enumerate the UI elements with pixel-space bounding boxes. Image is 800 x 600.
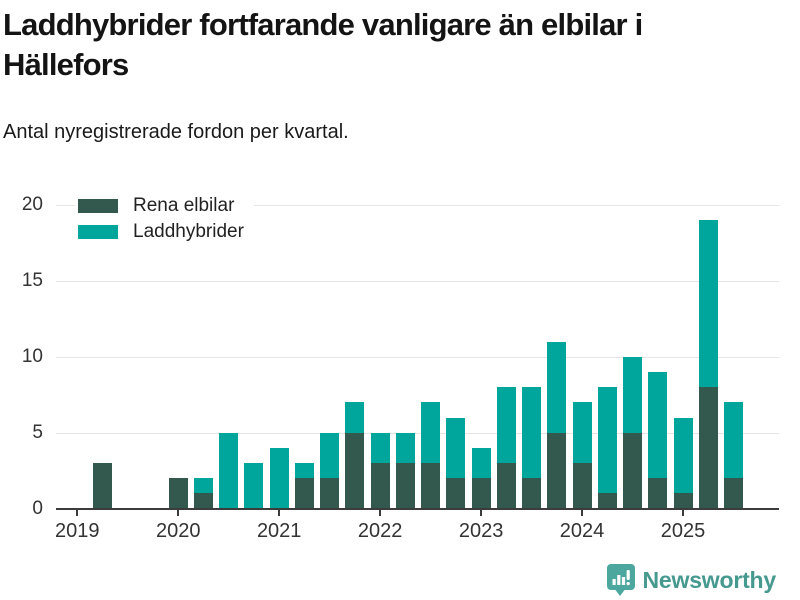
bar-2019-Q2-rena-elbilar xyxy=(93,463,113,509)
bar-2022-Q3-laddhybrider xyxy=(421,402,441,463)
bar-2022-Q1-laddhybrider xyxy=(370,432,390,463)
legend-label: Laddhybrider xyxy=(133,221,244,242)
x-axis-tick-2022 xyxy=(379,509,382,516)
x-axis-label-2025: 2025 xyxy=(660,519,706,542)
x-axis-tick-2025 xyxy=(682,509,684,516)
bar-2025-Q1-laddhybrider xyxy=(673,417,693,494)
bar-2020-Q1-rena-elbilar xyxy=(168,478,188,509)
bar-2022-Q3-rena-elbilar xyxy=(421,463,441,509)
bar-2024-Q2-rena-elbilar xyxy=(597,493,617,509)
bar-2023-Q4-rena-elbilar xyxy=(547,432,567,509)
gridline-y5 xyxy=(56,432,779,434)
bar-2023-Q2-rena-elbilar xyxy=(496,463,516,509)
bar-2021-Q4-laddhybrider xyxy=(345,402,365,433)
legend: Rena elbilar Laddhybrider xyxy=(75,190,254,248)
bar-2025-Q2-laddhybrider xyxy=(698,220,718,388)
x-axis-label-2021: 2021 xyxy=(256,519,302,542)
x-axis-label-2020: 2020 xyxy=(156,519,201,542)
bar-2024-Q3-rena-elbilar xyxy=(623,432,643,509)
bar-2024-Q1-rena-elbilar xyxy=(572,463,592,509)
bar-2024-Q4-laddhybrider xyxy=(648,372,668,479)
gridline-y15 xyxy=(56,281,779,283)
chart-subtitle: Antal nyregistrerade fordon per kvartal. xyxy=(3,121,349,143)
bar-2023-Q1-laddhybrider xyxy=(471,447,491,479)
y-axis-label: 15 xyxy=(21,270,43,292)
x-axis-tick-2021 xyxy=(278,509,281,516)
y-axis-label: 10 xyxy=(21,345,43,367)
bar-2022-Q2-laddhybrider xyxy=(395,432,415,463)
newsworthy-logo[interactable]: Newsworthy xyxy=(606,563,776,597)
bar-2022-Q1-rena-elbilar xyxy=(370,463,390,509)
chart-title-line-1: Laddhybrider fortfarande vanligare än el… xyxy=(3,7,643,42)
bar-2024-Q3-laddhybrider xyxy=(623,356,643,433)
bar-2020-Q2-rena-elbilar xyxy=(193,493,213,509)
x-axis-label-2023: 2023 xyxy=(458,519,504,542)
chart-title: Laddhybrider fortfarande vanligare än el… xyxy=(3,5,795,85)
bar-2024-Q4-rena-elbilar xyxy=(648,478,668,509)
y-axis-label: 20 xyxy=(21,194,43,216)
bar-2022-Q4-laddhybrider xyxy=(446,417,466,479)
bar-2021-Q2-rena-elbilar xyxy=(294,478,314,509)
x-axis-label-2022: 2022 xyxy=(357,519,403,542)
bar-2025-Q1-rena-elbilar xyxy=(673,493,693,509)
bar-2023-Q3-laddhybrider xyxy=(522,387,542,479)
x-axis-label-2024: 2024 xyxy=(559,519,605,542)
bar-2021-Q1-laddhybrider xyxy=(269,447,289,509)
bar-2022-Q4-rena-elbilar xyxy=(446,478,466,509)
bar-2020-Q2-laddhybrider xyxy=(193,478,213,494)
bar-2020-Q3-laddhybrider xyxy=(219,432,239,509)
x-axis-tick-2023 xyxy=(480,509,483,516)
bar-2021-Q2-laddhybrider xyxy=(294,463,314,479)
gridline-y10 xyxy=(56,356,779,358)
legend-label: Rena elbilar xyxy=(133,195,235,216)
legend-swatch-rena-elbilar xyxy=(78,199,118,213)
bar-2023-Q3-rena-elbilar xyxy=(522,478,542,509)
x-axis-line xyxy=(56,507,779,510)
x-axis-tick-2020 xyxy=(177,509,180,516)
x-axis-tick-2019 xyxy=(76,509,79,516)
bar-2023-Q2-laddhybrider xyxy=(496,387,516,463)
y-axis-label: 0 xyxy=(32,497,43,519)
bar-2025-Q3-rena-elbilar xyxy=(723,478,743,509)
gridline-y20 xyxy=(56,205,779,207)
newsworthy-logo-icon xyxy=(606,564,635,596)
chart-title-line-2: Hällefors xyxy=(3,47,129,82)
legend-swatch-laddhybrider xyxy=(78,225,118,239)
y-axis-label: 5 xyxy=(32,421,43,443)
legend-item-laddhybrider: Laddhybrider xyxy=(78,219,244,245)
newsworthy-logo-text: Newsworthy xyxy=(642,566,777,593)
bar-2023-Q4-laddhybrider xyxy=(547,341,567,433)
x-axis-label-2019: 2019 xyxy=(55,519,100,542)
bar-2020-Q4-laddhybrider xyxy=(244,463,264,509)
x-axis-tick-2024 xyxy=(581,509,584,516)
bar-2023-Q1-rena-elbilar xyxy=(471,478,491,509)
bar-2021-Q3-rena-elbilar xyxy=(320,478,340,509)
bar-2022-Q2-rena-elbilar xyxy=(395,463,415,509)
bar-2021-Q4-rena-elbilar xyxy=(345,432,365,509)
legend-item-rena-elbilar: Rena elbilar xyxy=(78,193,244,219)
bar-2025-Q3-laddhybrider xyxy=(723,402,743,479)
bar-2024-Q2-laddhybrider xyxy=(597,387,617,494)
bar-2021-Q3-laddhybrider xyxy=(320,432,340,479)
bar-2024-Q1-laddhybrider xyxy=(572,402,592,463)
bar-2025-Q2-rena-elbilar xyxy=(698,387,718,509)
